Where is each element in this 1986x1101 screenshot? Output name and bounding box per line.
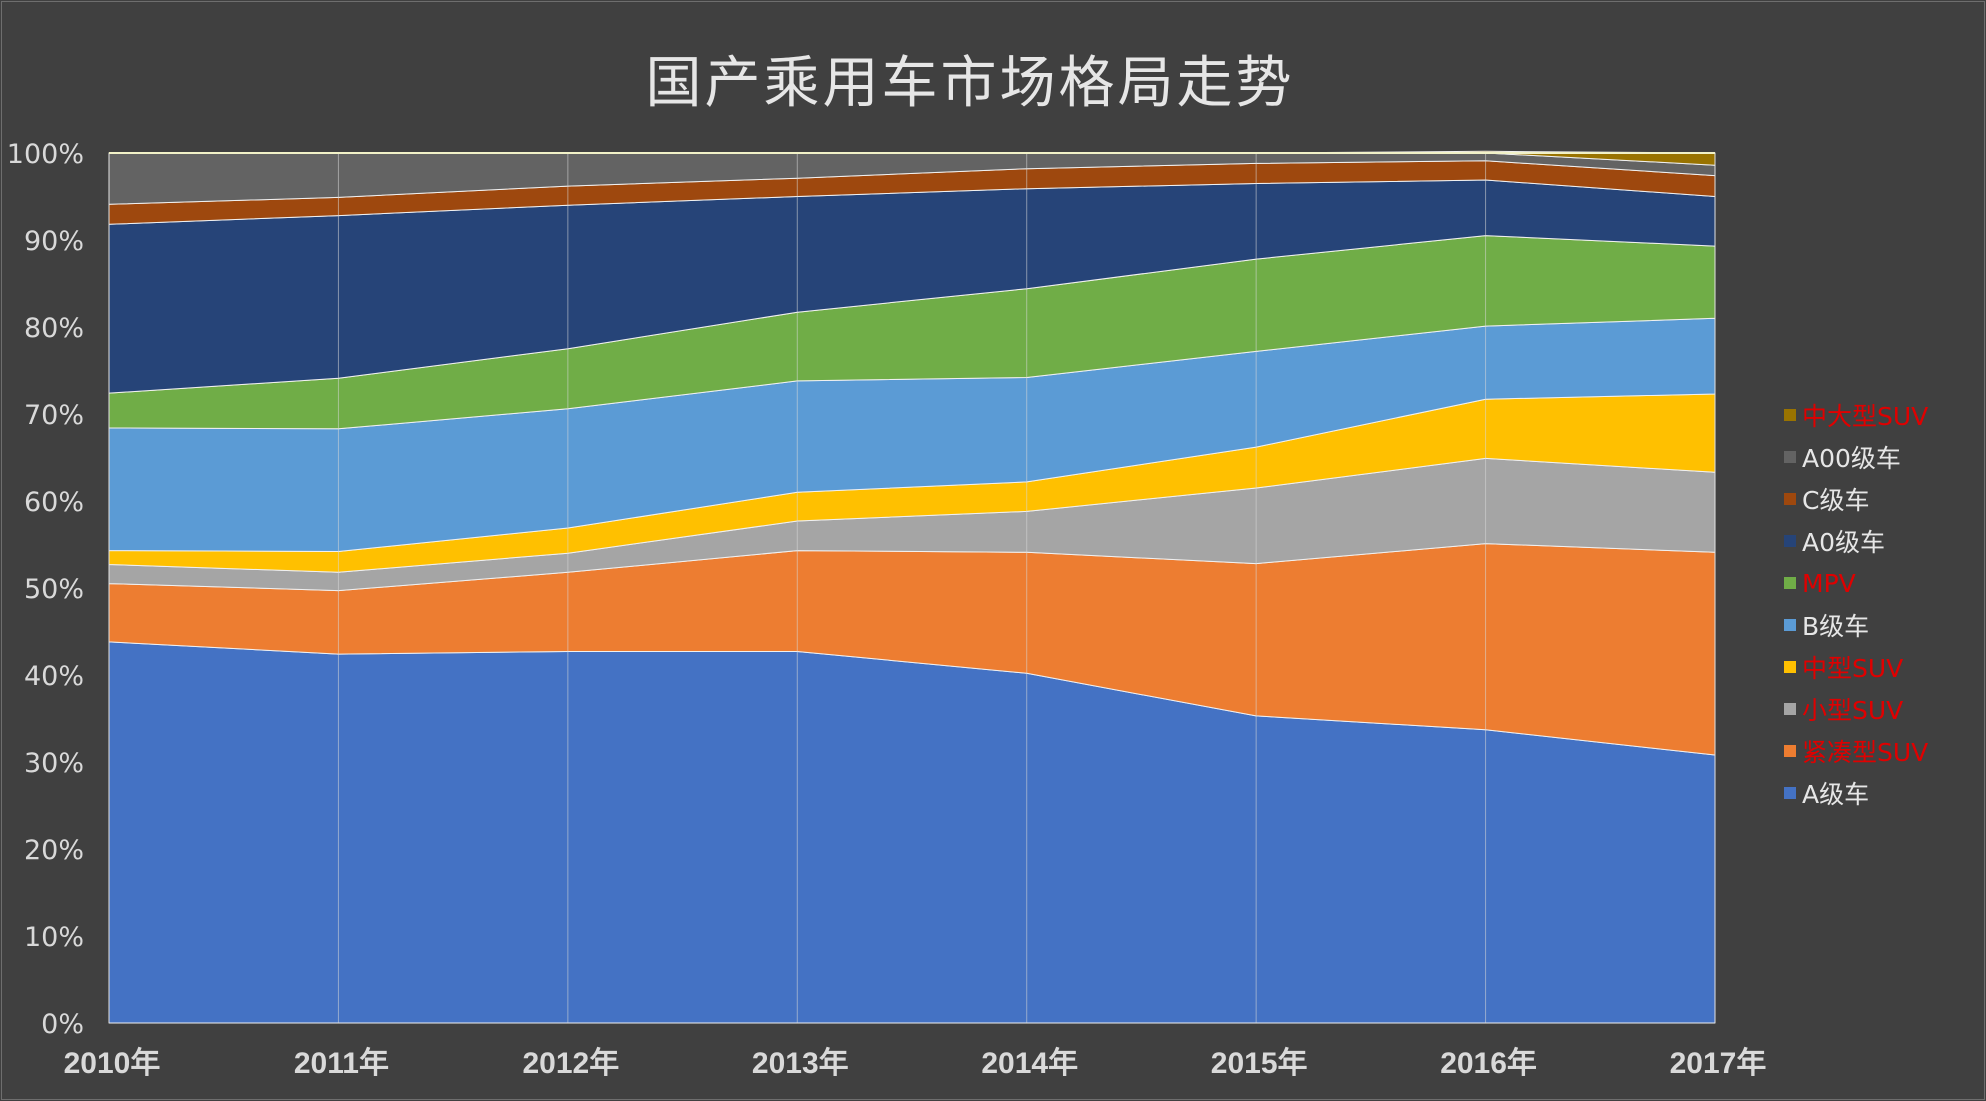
x-tick-label: 2012年 <box>522 1047 619 1080</box>
legend-label: B级车 <box>1802 612 1870 641</box>
x-tick-label: 2013年 <box>752 1047 849 1080</box>
y-tick-label: 40% <box>24 661 84 692</box>
x-tick-label: 2011年 <box>294 1047 389 1080</box>
x-axis: 2010年 2011年 2012年 2013年 2014年 2015年 2016年 2017年 <box>64 1047 1767 1080</box>
legend-item[interactable]: 紧凑型SUV <box>1784 730 1974 772</box>
legend-swatch <box>1784 535 1796 547</box>
x-tick-label: 2010年 <box>64 1047 161 1080</box>
x-tick-label: 2015年 <box>1211 1047 1308 1080</box>
y-tick-label: 20% <box>24 835 84 866</box>
y-tick-label: 30% <box>24 748 84 779</box>
x-tick-label: 2017年 <box>1670 1047 1767 1080</box>
legend-item[interactable]: B级车 <box>1784 604 1974 646</box>
legend-label: A00级车 <box>1802 444 1901 473</box>
y-axis: 0% 10% 20% 30% 40% 50% 60% 70% 80% 90% 100% <box>7 139 84 1040</box>
x-tick-label: 2014年 <box>981 1047 1078 1080</box>
y-tick-label: 90% <box>24 226 84 257</box>
y-tick-label: 70% <box>24 400 84 431</box>
legend-swatch <box>1784 493 1796 505</box>
legend-label: A级车 <box>1802 780 1870 809</box>
legend-item[interactable]: 小型SUV <box>1784 688 1974 730</box>
y-tick-label: 50% <box>24 574 84 605</box>
legend-swatch <box>1784 661 1796 673</box>
legend-item[interactable]: 中型SUV <box>1784 646 1974 688</box>
legend-item[interactable]: A0级车 <box>1784 520 1974 562</box>
y-tick-label: 60% <box>24 487 84 518</box>
legend-item[interactable]: A级车 <box>1784 772 1974 814</box>
legend-label: A0级车 <box>1802 528 1886 557</box>
y-tick-label: 80% <box>24 313 84 344</box>
legend-swatch <box>1784 703 1796 715</box>
legend-item[interactable]: MPV <box>1784 562 1974 604</box>
x-tick-label: 2016年 <box>1440 1047 1537 1080</box>
vertical-gridlines <box>108 153 1716 1023</box>
legend-label: 中型SUV <box>1802 654 1904 683</box>
chart-legend: 中大型SUV A00级车 C级车 A0级车 MPV B级车中型SUV 小型SUV 紧凑型SUV… <box>1784 394 1974 814</box>
legend-swatch <box>1784 577 1796 589</box>
legend-label: C级车 <box>1802 486 1870 515</box>
legend-swatch <box>1784 745 1796 757</box>
legend-label: 紧凑型SUV <box>1802 738 1929 767</box>
legend-item[interactable]: A00级车 <box>1784 436 1974 478</box>
legend-item[interactable]: C级车 <box>1784 478 1974 520</box>
y-tick-label: 100% <box>7 139 84 170</box>
legend-swatch <box>1784 787 1796 799</box>
legend-label: MPV <box>1802 568 1856 598</box>
y-tick-label: 10% <box>24 922 84 953</box>
legend-swatch <box>1784 451 1796 463</box>
legend-item[interactable]: 中大型SUV <box>1784 394 1974 436</box>
legend-label: 中大型SUV <box>1802 402 1929 431</box>
chart-title: 国产乘用车市场格局走势 <box>645 51 1295 116</box>
area-series-group <box>108 150 1716 1024</box>
legend-label: 小型SUV <box>1802 696 1904 725</box>
legend-swatch <box>1784 619 1796 631</box>
legend-swatch <box>1784 409 1796 421</box>
y-tick-label: 0% <box>41 1009 84 1040</box>
